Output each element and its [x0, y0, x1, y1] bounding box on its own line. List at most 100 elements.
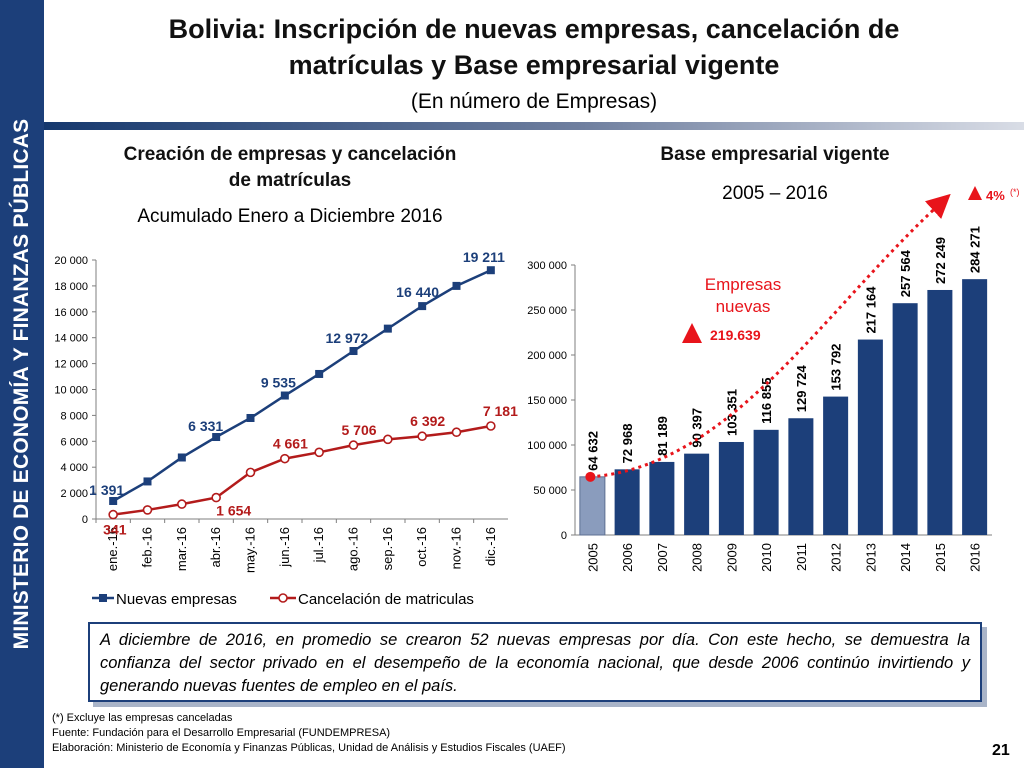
x-tick-label: 2012: [829, 543, 844, 572]
annotation-value: 219.639: [710, 327, 761, 343]
x-tick-label: 2011: [794, 543, 809, 571]
point-cancelacion: [280, 453, 290, 464]
x-tick-label: 2005: [585, 543, 600, 572]
page-title-line2: matrículas y Base empresarial vigente: [288, 50, 780, 80]
y-tick-label: 4 000: [60, 462, 88, 474]
annotation-up-icon: [682, 323, 702, 343]
bar-2005: [579, 476, 606, 536]
legend-marker-nuevas-empresas: [99, 594, 107, 602]
x-tick-label: 2015: [933, 543, 948, 572]
point-nuevas-empresas: [486, 266, 495, 275]
y-tick-label: 20 000: [54, 255, 88, 267]
x-tick-label: feb.-16: [140, 527, 155, 567]
bar-value-label: 116 855: [759, 378, 774, 424]
data-label: 9 535: [261, 375, 296, 391]
growth-up-icon: [968, 186, 982, 200]
footnote-elaboration: Elaboración: Ministerio de Economía y Fi…: [52, 742, 566, 754]
y-tick-label: 6 000: [60, 436, 88, 448]
point-cancelacion: [383, 434, 393, 445]
point-cancelacion: [142, 505, 153, 515]
point-nuevas-empresas: [452, 281, 461, 290]
page-title-line1: Bolivia: Inscripción de nuevas empresas,…: [168, 14, 900, 44]
x-tick-label: 2013: [863, 543, 878, 572]
line-chart: 0 2 000 4 000 6 000 8 000 10 000 12 000 14 000 1…: [54, 249, 518, 608]
page-number: 21: [992, 742, 1010, 759]
x-tick-label: ago.-16: [346, 527, 361, 571]
y-tick-label: 100 000: [527, 440, 567, 452]
bar-2009: [718, 441, 744, 535]
annotation-line2: nuevas: [716, 297, 771, 316]
series-line-cancelacion: [112, 424, 492, 516]
x-tick-label: nov.-16: [449, 527, 464, 569]
y-tick-label: 250 000: [527, 305, 567, 317]
bar-2016: [962, 279, 988, 535]
bar-value-label: 257 564: [898, 249, 913, 297]
x-tick-label: 2014: [898, 543, 913, 572]
x-tick-label: jul.-16: [311, 527, 326, 563]
point-nuevas-empresas: [143, 477, 152, 486]
legend-label-cancelacion: Cancelación de matriculas: [298, 591, 474, 608]
y-tick-label: 200 000: [527, 350, 567, 362]
y-tick-label: 2 000: [60, 488, 88, 500]
x-tick-label: 2007: [655, 543, 670, 572]
point-cancelacion: [348, 440, 359, 450]
footnote-exclusion: (*) Excluye las empresas canceladas: [52, 712, 233, 724]
bar-2010: [753, 429, 779, 535]
x-tick-label: 2006: [620, 543, 635, 572]
left-chart-title: Creación de empresas y cancelación de ma…: [80, 142, 500, 194]
data-label: 1 391: [89, 482, 124, 498]
data-label: 341: [103, 522, 127, 538]
bar-2014: [892, 303, 918, 535]
growth-note: (*): [1010, 187, 1020, 197]
data-label: 19 211: [463, 249, 505, 265]
bar-value-label: 217 164: [863, 286, 878, 334]
bar-2007: [649, 461, 675, 535]
point-nuevas-empresas: [246, 413, 255, 422]
point-nuevas-empresas: [109, 496, 118, 505]
bar-value-label: 72 968: [620, 424, 635, 464]
y-tick-label: 150 000: [527, 395, 567, 407]
data-label: 6 392: [410, 413, 445, 429]
growth-label: 4%: [986, 188, 1005, 203]
data-label: 5 706: [342, 422, 377, 438]
footnote-source: Fuente: Fundación para el Desarrollo Emp…: [52, 727, 391, 739]
y-tick-label: 0: [561, 530, 567, 542]
annotation-line1: Empresas: [705, 275, 782, 294]
data-label: 16 440: [396, 284, 439, 300]
legend-marker-cancelacion: [278, 593, 288, 603]
point-cancelacion: [108, 509, 118, 520]
sidebar-banner: MINISTERIO DE ECONOMÍA Y FINANZAS PÚBLIC…: [0, 0, 44, 768]
series-line-nuevas-empresas: [112, 269, 492, 503]
x-tick-label: 2010: [759, 543, 774, 572]
left-chart-title-line2: de matrículas: [228, 170, 352, 191]
bar-value-label: 272 249: [933, 237, 948, 284]
y-tick-label: 10 000: [54, 385, 88, 397]
x-tick-label: 2008: [690, 543, 705, 572]
trend-arrow: [590, 193, 951, 479]
y-tick-label: 8 000: [60, 410, 88, 422]
y-tick-label: 0: [82, 514, 88, 526]
point-cancelacion: [486, 421, 496, 431]
x-tick-label: 2016: [968, 543, 983, 572]
x-tick-label: dic.-16: [483, 527, 498, 566]
summary-note: A diciembre de 2016, en promedio se crea…: [88, 622, 982, 702]
y-tick-label: 50 000: [533, 485, 567, 497]
point-nuevas-empresas: [315, 369, 324, 378]
point-nuevas-empresas: [280, 391, 289, 400]
data-label: 1 654: [216, 503, 251, 519]
bar-2011: [788, 418, 814, 535]
bar-value-label: 81 189: [655, 416, 670, 456]
page-subtitle: (En número de Empresas): [410, 90, 658, 113]
point-cancelacion: [314, 447, 324, 458]
point-nuevas-empresas: [349, 347, 358, 356]
data-label: 6 331: [188, 418, 223, 434]
bar-2006: [614, 469, 640, 535]
x-tick-label: sep.-16: [380, 527, 395, 570]
header-divider: [44, 122, 1024, 130]
bar-value-label: 103 351: [724, 389, 739, 436]
y-tick-label: 12 000: [54, 359, 88, 371]
y-tick-label: 18 000: [54, 281, 88, 293]
bar-value-label: 153 792: [829, 344, 844, 391]
bar-value-label: 90 397: [690, 408, 705, 448]
point-cancelacion: [245, 467, 256, 478]
